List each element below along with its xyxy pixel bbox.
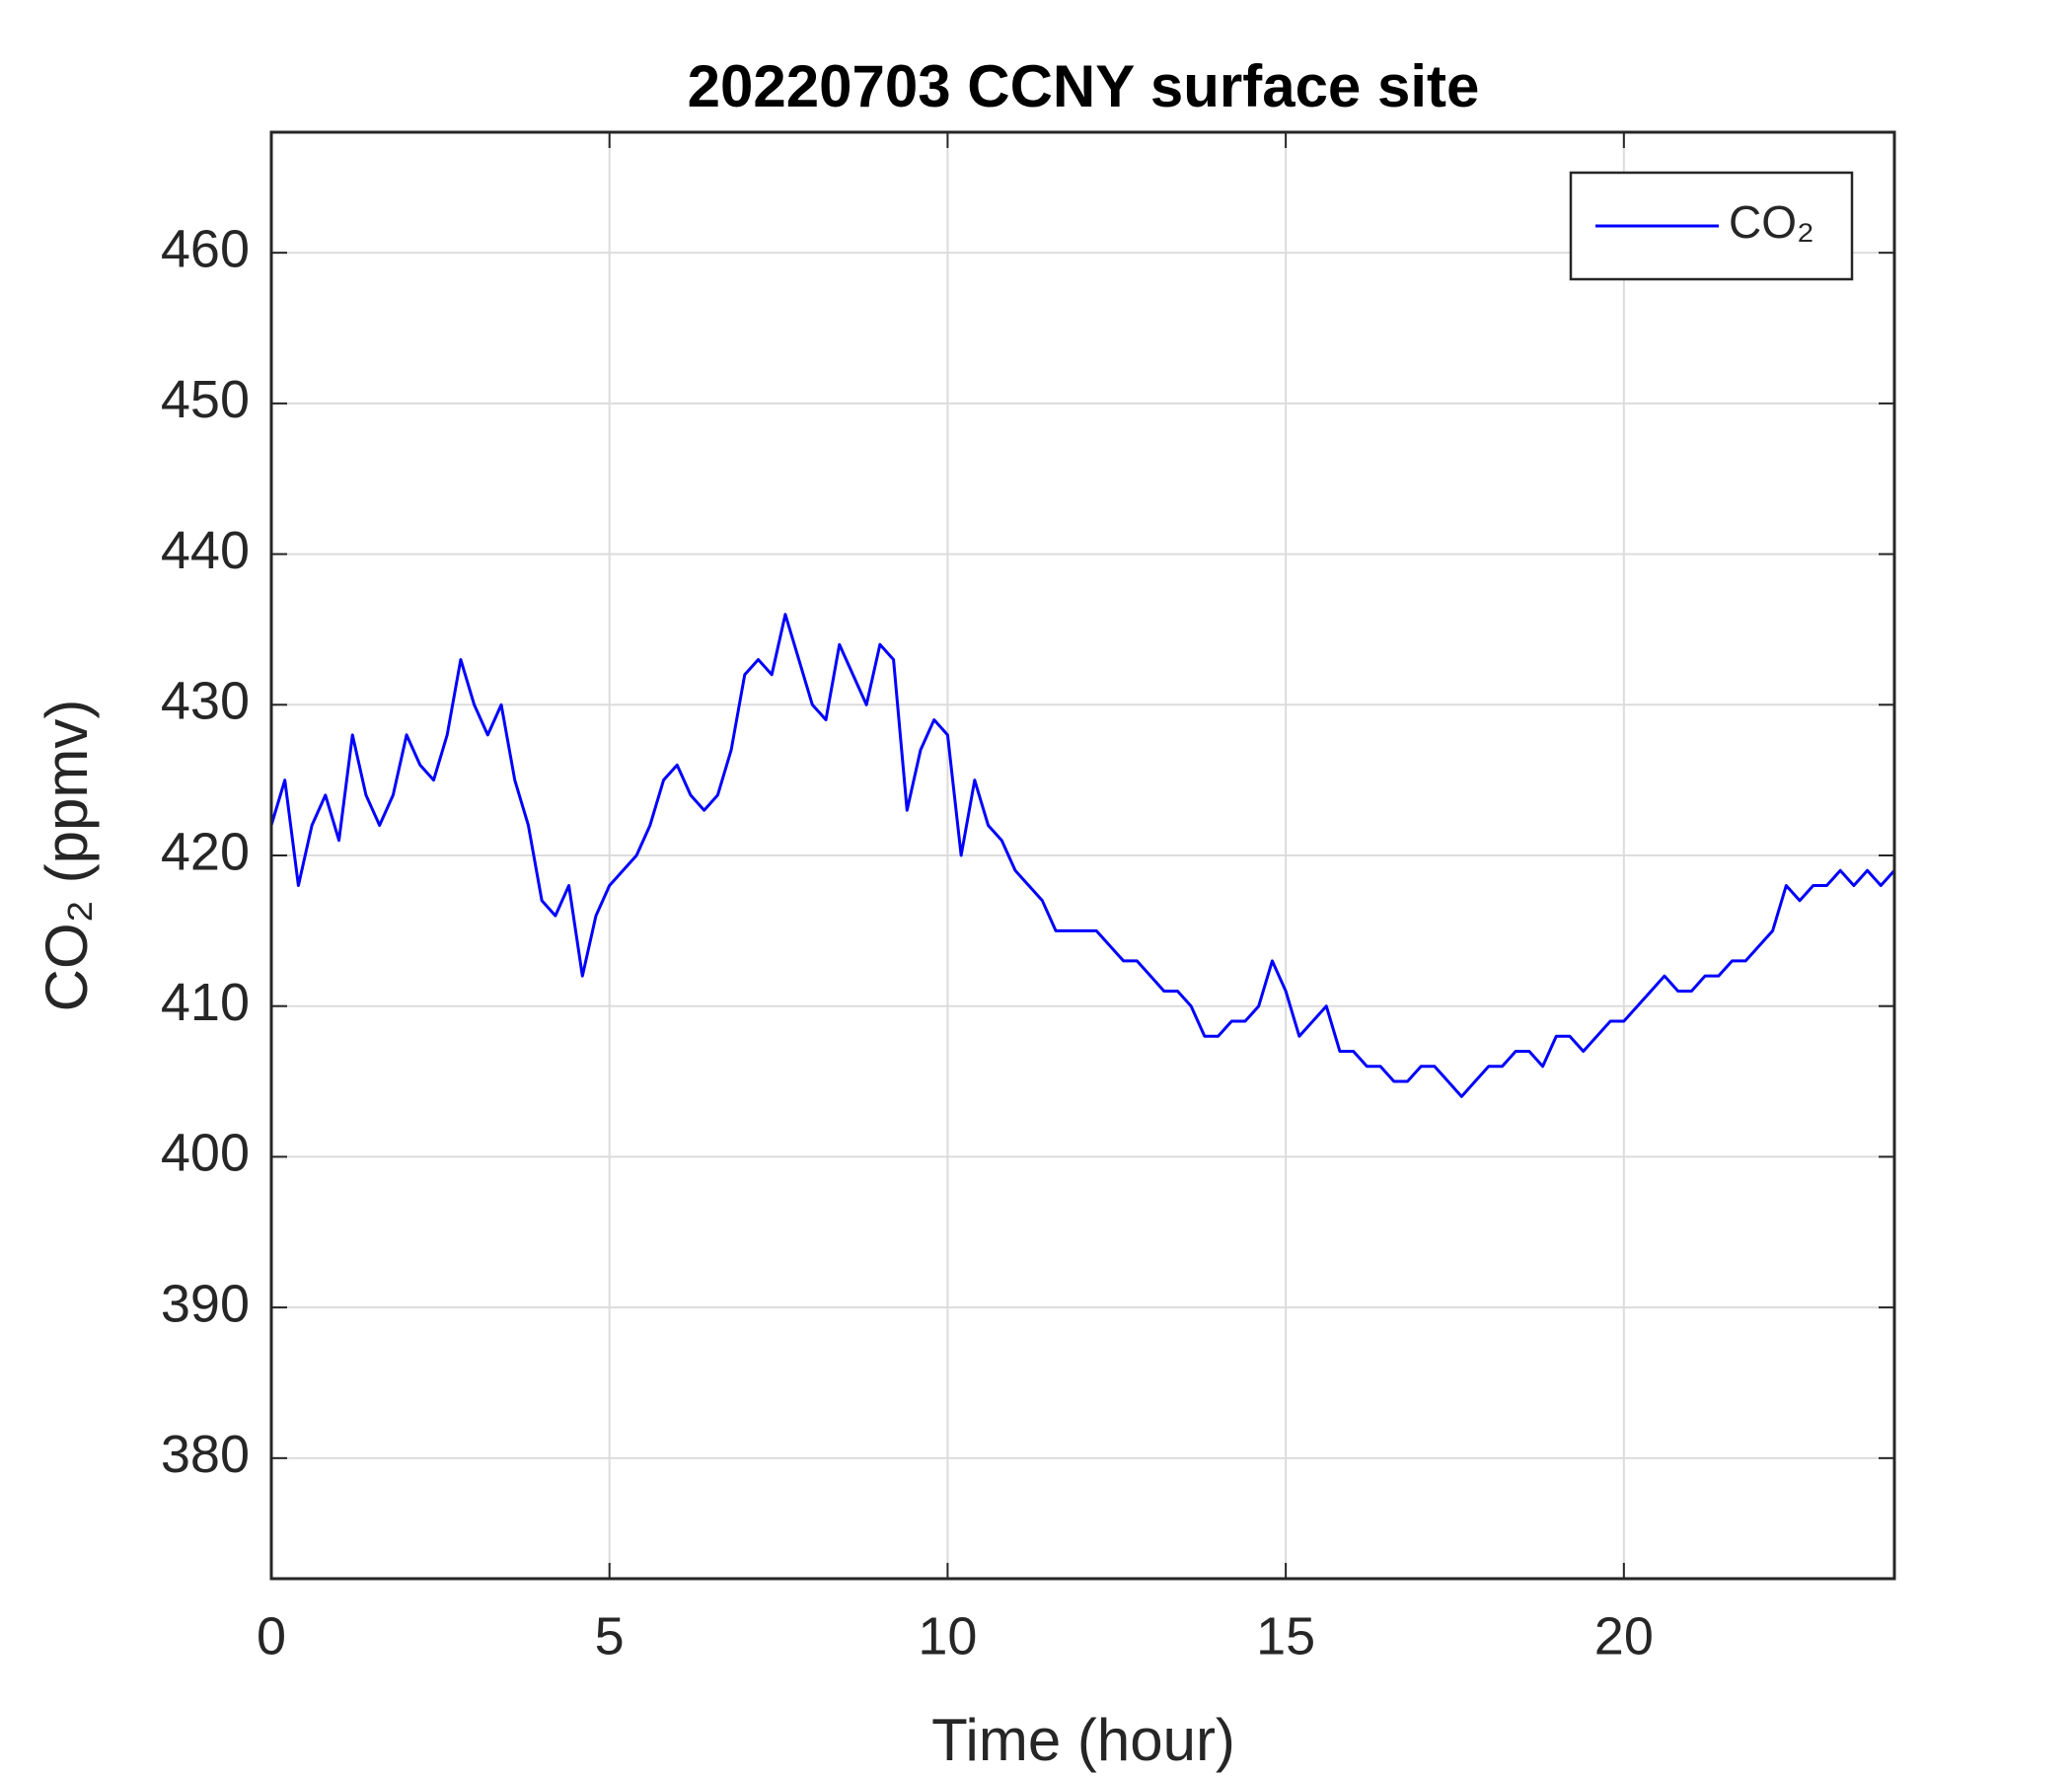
x-tick-label: 10 [918, 1606, 977, 1665]
x-axis-label: Time (hour) [931, 1707, 1235, 1773]
y-tick-label: 400 [161, 1124, 250, 1183]
y-tick-label: 440 [161, 521, 250, 580]
x-tick-label: 5 [595, 1606, 625, 1665]
y-tick-label: 380 [161, 1425, 250, 1484]
chart-title: 20220703 CCNY surface site [688, 53, 1480, 119]
y-tick-label: 430 [161, 672, 250, 731]
y-tick-label: 450 [161, 370, 250, 429]
y-tick-label: 420 [161, 822, 250, 881]
y-tick-label: 410 [161, 973, 250, 1032]
data-line [269, 613, 1896, 1098]
x-tick-label: 0 [257, 1606, 286, 1665]
legend-label: CO₂ [1729, 196, 1814, 248]
x-tick-label: 15 [1256, 1606, 1315, 1665]
x-tick-label: 20 [1594, 1606, 1654, 1665]
y-tick-label: 390 [161, 1274, 250, 1333]
y-tick-label: 460 [161, 219, 250, 278]
y-axis-label: CO₂ (ppmv) [34, 700, 100, 1012]
plot-frame [269, 130, 1896, 1581]
